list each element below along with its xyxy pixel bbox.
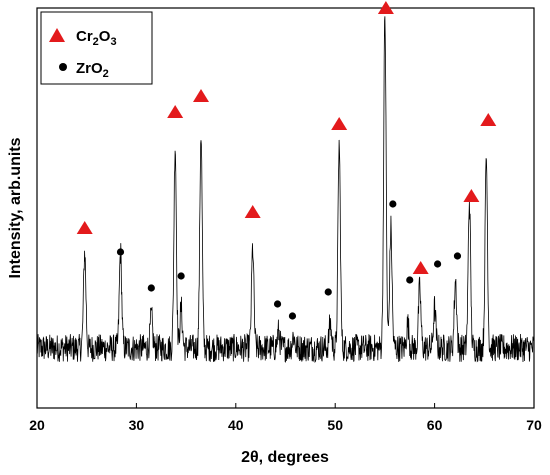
xrd-pattern-line xyxy=(36,16,535,363)
x-tick-label-50: 50 xyxy=(327,417,343,433)
zro2-markers xyxy=(116,200,462,320)
zro2-peak-marker xyxy=(116,248,125,256)
x-tick-label-70: 70 xyxy=(526,417,542,433)
cr2o3-peak-marker xyxy=(193,89,210,102)
cr2o3-peak-marker xyxy=(463,189,480,202)
x-axis-title: 2θ, degrees xyxy=(241,449,329,466)
cr2o3-peak-marker xyxy=(331,117,348,130)
x-tick-label-20: 20 xyxy=(29,417,45,433)
zro2-peak-marker xyxy=(273,300,282,308)
x-axis-ticks: 20 30 40 50 60 70 xyxy=(29,417,542,433)
cr2o3-peak-marker xyxy=(412,261,429,274)
zro2-peak-marker xyxy=(453,252,462,260)
cr2o3-peak-marker xyxy=(377,1,394,14)
cr2o3-peak-marker xyxy=(167,105,184,118)
legend-circle-marker xyxy=(59,63,67,71)
y-axis-title: Intensity, arb.units xyxy=(7,137,24,278)
legend-triangle-marker xyxy=(49,28,65,42)
zro2-peak-marker xyxy=(324,288,332,296)
legend: Cr2O3 ZrO2 xyxy=(40,11,153,85)
legend-label-cr2o3: Cr2O3 xyxy=(76,28,117,48)
x-axis-tick-marks xyxy=(36,403,535,408)
x-tick-label-30: 30 xyxy=(129,417,145,433)
zro2-peak-marker xyxy=(288,312,297,320)
plot-frame xyxy=(36,7,535,409)
zro2-peak-marker xyxy=(433,260,442,268)
zro2-peak-marker xyxy=(177,272,185,280)
cr2o3-markers xyxy=(76,1,497,274)
zro2-peak-marker xyxy=(389,200,397,208)
zro2-peak-marker xyxy=(147,284,155,292)
x-tick-label-60: 60 xyxy=(427,417,443,433)
cr2o3-peak-marker xyxy=(244,205,261,218)
x-tick-label-40: 40 xyxy=(228,417,244,433)
zro2-peak-marker xyxy=(406,276,414,284)
cr2o3-peak-marker xyxy=(76,221,93,234)
cr2o3-peak-marker xyxy=(480,113,497,126)
legend-label-zro2: ZrO2 xyxy=(76,60,109,80)
legend-box xyxy=(40,11,153,85)
